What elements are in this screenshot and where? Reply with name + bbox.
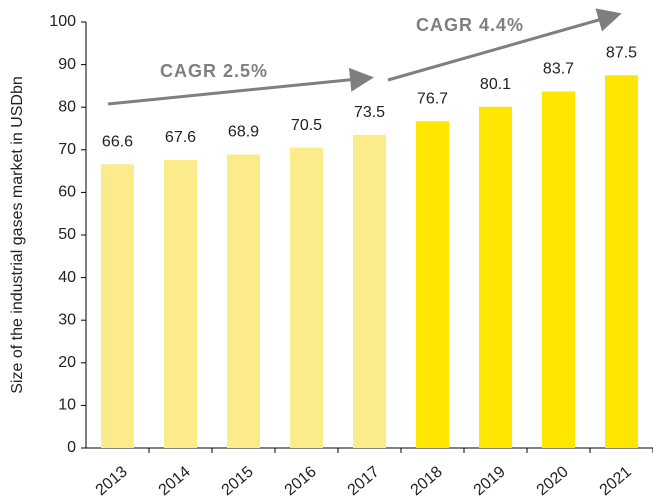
x-tick-label: 2020	[534, 463, 572, 499]
x-tick-label: 2016	[282, 463, 320, 499]
bar	[605, 75, 638, 448]
x-tick-label: 2015	[219, 463, 257, 499]
data-label: 70.5	[291, 117, 322, 134]
bar	[542, 91, 575, 449]
x-tick-label: 2021	[597, 463, 635, 499]
y-tick-label: 50	[58, 226, 76, 243]
y-tick-label: 10	[58, 397, 76, 414]
data-label: 76.7	[417, 90, 448, 107]
x-tick-label: 2017	[345, 463, 383, 499]
y-tick-label: 90	[58, 56, 76, 73]
bar	[353, 134, 386, 448]
data-label: 87.5	[606, 44, 637, 61]
y-tick-label: 70	[58, 141, 76, 158]
x-tick-label: 2014	[156, 463, 194, 499]
annotation: CAGR 4.4%	[416, 15, 524, 35]
bar	[101, 164, 134, 448]
x-tick-label: 2018	[408, 463, 446, 499]
y-tick-label: 80	[58, 98, 76, 115]
data-label: 67.6	[165, 129, 196, 146]
y-tick-label: 30	[58, 311, 76, 328]
data-label: 66.6	[102, 134, 133, 151]
bar	[290, 147, 323, 449]
bar	[227, 154, 260, 448]
y-tick-label: 100	[49, 13, 76, 30]
y-tick-label: 20	[58, 354, 76, 371]
cagr-arrow	[387, 8, 622, 82]
data-label: 80.1	[480, 76, 511, 93]
y-tick-label: 0	[67, 439, 76, 456]
x-tick-label: 2013	[93, 463, 131, 499]
bar	[479, 106, 512, 449]
data-label: 83.7	[543, 61, 574, 78]
x-tick-label: 2019	[471, 463, 509, 499]
data-label: 73.5	[354, 104, 385, 121]
data-label: 68.9	[228, 124, 259, 141]
y-axis-label: Size of the industrial gases market in U…	[9, 76, 26, 393]
y-tick-label: 60	[58, 184, 76, 201]
bar	[164, 160, 197, 449]
y-tick-label: 40	[58, 269, 76, 286]
cagr-arrow	[107, 67, 374, 106]
annotation: CAGR 2.5%	[160, 61, 268, 81]
bar	[416, 121, 449, 449]
